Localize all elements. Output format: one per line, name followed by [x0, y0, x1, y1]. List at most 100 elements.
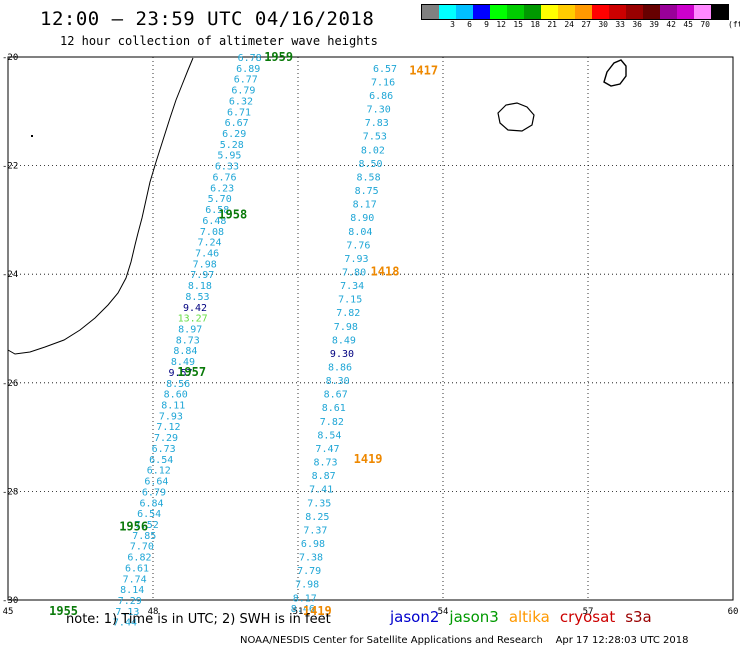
swh-value-label: 8.49 [332, 335, 356, 346]
swh-value-label: 7.15 [338, 295, 362, 306]
mission-cryosat: cryosat [559, 608, 616, 626]
legend-bin-label: 24 [564, 20, 574, 29]
swh-value-label: 7.93 [344, 254, 368, 265]
pass-number-label: 1957 [177, 365, 206, 379]
legend-bin-label: 30 [598, 20, 608, 29]
swh-value-label: 13.27 [178, 314, 208, 325]
pass-number-label: 1419 [303, 604, 332, 618]
legend-swatch [609, 5, 626, 19]
footer-note: note: 1) Time is in UTC; 2) SWH is in fe… [66, 612, 331, 627]
swh-value-label: 7.80 [342, 267, 366, 278]
swh-value-label: 7.30 [367, 105, 391, 116]
swh-value-label: 6.64 [144, 477, 168, 488]
legend-swatch [473, 5, 490, 19]
legend-swatch [660, 5, 677, 19]
legend-swatch [422, 5, 439, 19]
lat-tick-label: -22 [2, 162, 18, 172]
swh-value-label: 8.25 [305, 512, 329, 523]
swh-value-label: 6.48 [202, 216, 226, 227]
swh-value-label: 6.32 [229, 96, 253, 107]
swh-value-label: 7.97 [190, 270, 214, 281]
swh-value-label: 5.28 [220, 140, 244, 151]
swh-value-label: 6.79 [142, 487, 166, 498]
swh-value-label: 7.52 [135, 520, 159, 531]
swh-value-label: 7.29 [154, 433, 178, 444]
legend-swatch [626, 5, 643, 19]
swh-value-label: 8.50 [358, 159, 382, 170]
swh-value-label: 8.73 [314, 458, 338, 469]
map-grid [7, 56, 734, 601]
swh-value-label: 7.16 [371, 77, 395, 88]
swh-value-label: 8.97 [178, 325, 202, 336]
swh-value-label: 6.73 [152, 444, 176, 455]
swh-value-label: 7.79 [297, 566, 321, 577]
legend-swatch [643, 5, 660, 19]
pass-number-label: 1956 [119, 520, 148, 534]
swh-value-label: 7.98 [295, 580, 319, 591]
islet-marker [31, 135, 33, 137]
legend-swatch [575, 5, 592, 19]
legend-swatch [711, 5, 728, 19]
swh-value-label: 6.78 [238, 53, 262, 64]
legend-unit: (ft) [728, 20, 740, 29]
lon-tick-label: 48 [148, 607, 159, 617]
swh-value-label: 8.17 [293, 593, 317, 604]
swh-value-label: 6.98 [301, 539, 325, 550]
swh-value-label: 8.87 [312, 471, 336, 482]
pass-number-label: 1419 [354, 452, 383, 466]
swh-value-label: 7.83 [365, 118, 389, 129]
legend-swatch [439, 5, 456, 19]
pass-number-label: 1418 [371, 264, 400, 278]
lon-tick-label: 60 [728, 607, 739, 617]
swh-value-label: 7.46 [195, 248, 219, 259]
mission-s3a: s3a [625, 608, 652, 626]
swh-value-label: 7.82 [336, 308, 360, 319]
mission-legend: jason2 jason3 altika cryosat s3a [390, 608, 662, 626]
swh-value-label: 8.67 [324, 390, 348, 401]
swh-value-label: 6.89 [236, 64, 260, 75]
legend-swatch [558, 5, 575, 19]
legend-swatch [456, 5, 473, 19]
swh-value-label: 8.49 [171, 357, 195, 368]
swh-value-label: 6.61 [125, 563, 149, 574]
swh-value-label: 8.73 [176, 335, 200, 346]
reunion-coastline [497, 102, 535, 132]
swh-value-label: 7.47 [315, 444, 339, 455]
legend-bin-label: 3 [450, 20, 455, 29]
swh-value-label: 6.82 [127, 553, 151, 564]
swh-value-label: 7.44 [113, 618, 137, 629]
swh-value-label: 7.41 [309, 485, 333, 496]
swh-value-label: 7.85 [132, 531, 156, 542]
swh-value-label: 8.86 [328, 363, 352, 374]
swh-value-label: 9.42 [183, 303, 207, 314]
mission-altika: altika [508, 608, 550, 626]
lat-tick-label: -20 [2, 53, 18, 63]
swh-value-label: 7.98 [193, 259, 217, 270]
legend-bin-label: 42 [666, 20, 676, 29]
swh-value-label: 6.58 [205, 205, 229, 216]
swh-value-label: 8.11 [161, 401, 185, 412]
mission-jason2: jason2 [390, 608, 440, 626]
swh-value-label: 6.57 [373, 64, 397, 75]
swh-value-label: 7.38 [299, 553, 323, 564]
swh-value-label: 9.30 [330, 349, 354, 360]
swh-value-label: 8.56 [166, 379, 190, 390]
swh-value-label: 6.54 [137, 509, 161, 520]
swh-value-label: 7.24 [198, 238, 222, 249]
swh-value-label: 7.53 [363, 132, 387, 143]
mauritius-coastline [603, 59, 627, 87]
generated-time: Apr 17 12:28:03 UTC 2018 [555, 635, 689, 646]
pass-number-label: 1417 [409, 64, 438, 78]
legend-bin-label: 6 [467, 20, 472, 29]
altimeter-tracks: 6.786.896.776.796.326.716.676.295.285.95… [113, 53, 397, 629]
swh-value-label: 6.77 [234, 75, 258, 86]
swh-value-label: 6.79 [231, 86, 255, 97]
credit-line: NOAA/NESDIS Center for Satellite Applica… [240, 635, 689, 646]
legend-bin-label: 15 [513, 20, 523, 29]
legend-bin-label: 36 [632, 20, 642, 29]
swh-value-label: 6.54 [149, 455, 173, 466]
legend-swatch [507, 5, 524, 19]
swh-value-label: 7.08 [200, 227, 224, 238]
legend-bin-label: 33 [615, 20, 625, 29]
